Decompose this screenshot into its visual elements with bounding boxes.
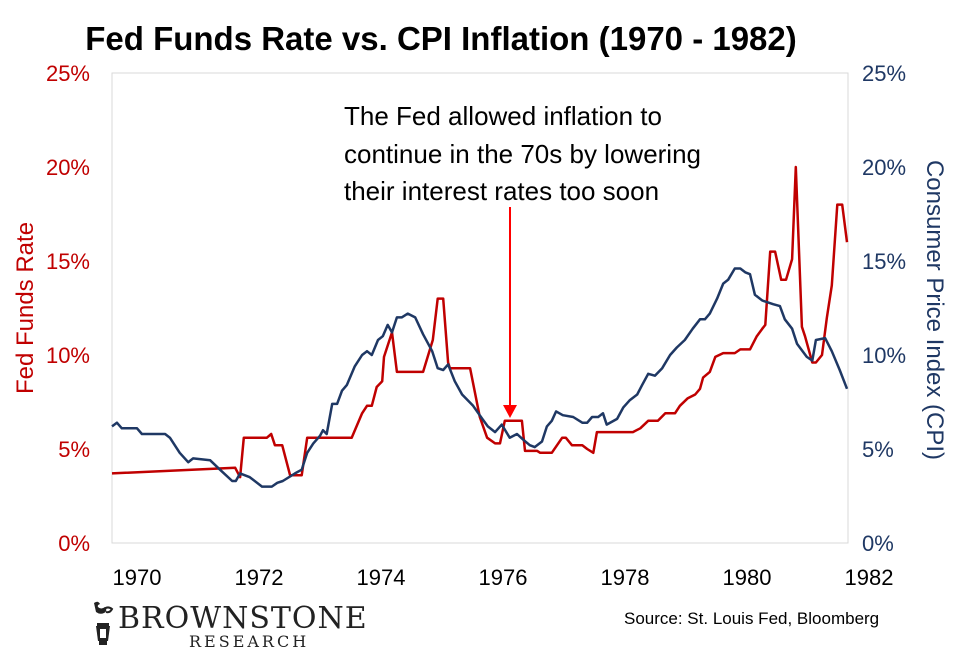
x-tick-label: 1972 (235, 565, 284, 590)
y-right-tick-label: 5% (862, 437, 894, 462)
y-axis-left-title: Fed Funds Rate (12, 222, 39, 394)
y-right-tick-label: 20% (862, 155, 906, 180)
series-line-fed-funds-rate (111, 165, 849, 479)
annotation-line-2: continue in the 70s by lowering (344, 139, 701, 169)
y-left-tick-label: 0% (58, 531, 90, 556)
y-left-tick-label: 10% (46, 343, 90, 368)
y-left-tick-label: 5% (58, 437, 90, 462)
series-line-consumer-price-index-cpi (111, 267, 849, 488)
brand-name: BROWNSTONE (118, 601, 368, 636)
series-layer (111, 165, 849, 488)
y-right-tick-label: 25% (862, 61, 906, 86)
annotation-arrow-head (503, 405, 517, 418)
annotation: The Fed allowed inflation to continue in… (344, 101, 701, 418)
x-tick-label: 1974 (357, 565, 406, 590)
y-right-tick-label: 0% (862, 531, 894, 556)
y-left-tick-label: 15% (46, 249, 90, 274)
lantern-icon (94, 601, 114, 645)
y-left-tick-label: 25% (46, 61, 90, 86)
plot-area (111, 72, 849, 544)
source-note: Source: St. Louis Fed, Bloomberg (624, 609, 879, 628)
y-left-tick-label: 20% (46, 155, 90, 180)
x-tick-label: 1976 (479, 565, 528, 590)
x-tick-label: 1970 (113, 565, 162, 590)
y-right-tick-label: 15% (862, 249, 906, 274)
annotation-line-1: The Fed allowed inflation to (344, 101, 662, 131)
y-axis-right-title: Consumer Price Index (CPI) (921, 160, 948, 460)
y-axis-left: 0% 5% 10% 15% 20% 25% (46, 61, 90, 556)
x-axis: 1970 1972 1974 1976 1978 1980 1982 (113, 565, 894, 590)
x-tick-label: 1982 (845, 565, 894, 590)
chart-title: Fed Funds Rate vs. CPI Inflation (1970 -… (85, 20, 797, 57)
brand-subtitle: RESEARCH (189, 632, 309, 651)
x-tick-label: 1978 (601, 565, 650, 590)
annotation-line-3: their interest rates too soon (344, 176, 659, 206)
y-axis-right: 0% 5% 10% 15% 20% 25% (862, 61, 906, 556)
brand-logo: BROWNSTONE RESEARCH (94, 601, 368, 651)
y-right-tick-label: 10% (862, 343, 906, 368)
x-tick-label: 1980 (723, 565, 772, 590)
